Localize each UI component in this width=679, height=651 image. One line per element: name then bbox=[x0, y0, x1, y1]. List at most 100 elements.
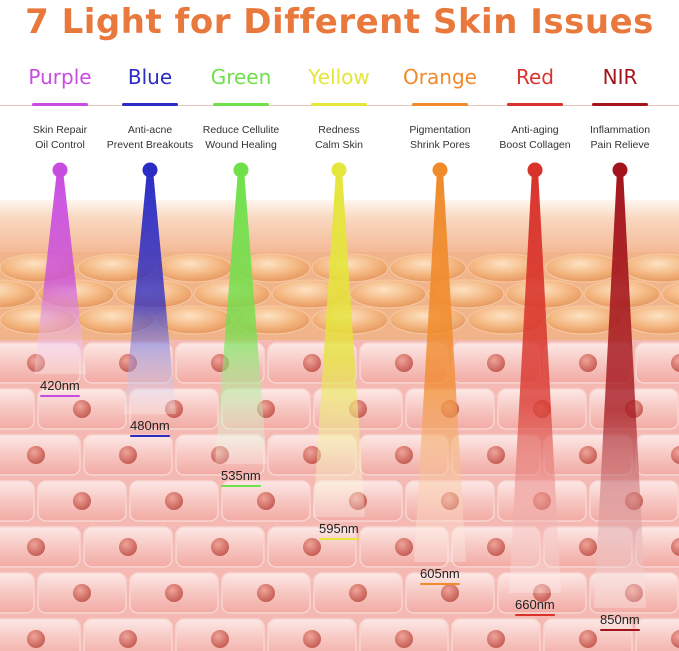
light-source-dot bbox=[142, 162, 158, 178]
dermis-cell bbox=[635, 618, 679, 651]
fat-cell bbox=[661, 281, 679, 307]
cell-nucleus bbox=[487, 446, 505, 464]
benefit-text: Redness bbox=[318, 124, 360, 136]
cell-nucleus bbox=[257, 492, 275, 510]
cell-nucleus bbox=[579, 354, 597, 372]
benefit-text: Calm Skin bbox=[315, 139, 363, 151]
fat-cell bbox=[349, 279, 427, 309]
wavelength-label: 535nm bbox=[221, 468, 261, 483]
cell-nucleus bbox=[73, 584, 91, 602]
cell-nucleus bbox=[303, 446, 321, 464]
cell-nucleus bbox=[487, 354, 505, 372]
light-name: Blue bbox=[127, 65, 173, 89]
cell-nucleus bbox=[73, 492, 91, 510]
benefit-text: Anti-acne bbox=[127, 124, 173, 136]
light-name: Orange bbox=[403, 65, 477, 89]
benefit-text: Boost Collagen bbox=[499, 139, 571, 151]
fat-cell bbox=[389, 253, 467, 283]
cell-nucleus bbox=[671, 446, 679, 464]
cell-nucleus bbox=[165, 584, 183, 602]
fat-cell bbox=[467, 253, 545, 283]
fat-cell bbox=[0, 279, 37, 309]
cell-nucleus bbox=[27, 630, 45, 648]
light-source-dot bbox=[331, 162, 347, 178]
cell-nucleus bbox=[27, 538, 45, 556]
cell-nucleus bbox=[579, 630, 597, 648]
light-beam bbox=[215, 170, 267, 464]
wavelength-underline bbox=[515, 614, 555, 616]
light-benefits: Skin Repair Oil Control bbox=[10, 123, 110, 153]
cell-nucleus bbox=[395, 538, 413, 556]
wavelength-underline bbox=[40, 395, 80, 397]
cell-nucleus bbox=[211, 630, 229, 648]
light-color-underline bbox=[32, 103, 88, 106]
light-benefits: Pigmentation Shrink Pores bbox=[390, 123, 490, 153]
cell-nucleus bbox=[27, 446, 45, 464]
wavelength-underline bbox=[420, 583, 460, 585]
dermis-cell bbox=[0, 480, 35, 522]
light-source-dot bbox=[527, 162, 543, 178]
light-benefits: Redness Calm Skin bbox=[289, 123, 389, 153]
benefit-text: Prevent Breakouts bbox=[106, 139, 194, 151]
cell-nucleus bbox=[671, 354, 679, 372]
light-benefits: Reduce Cellulite Wound Healing bbox=[191, 123, 291, 153]
light-name: Red bbox=[516, 65, 554, 89]
wavelength-label: 480nm bbox=[130, 418, 170, 433]
light-color-underline bbox=[507, 103, 563, 106]
cell-nucleus bbox=[211, 538, 229, 556]
light-name: Purple bbox=[28, 65, 92, 89]
benefit-text: Oil Control bbox=[35, 139, 85, 151]
wavelength-underline bbox=[600, 629, 640, 631]
benefit-text: Pigmentation bbox=[409, 124, 471, 136]
benefit-text: Skin Repair bbox=[32, 124, 88, 136]
light-name: NIR bbox=[602, 65, 638, 89]
wavelength-underline bbox=[221, 485, 261, 487]
light-source-dot bbox=[612, 162, 628, 178]
cell-nucleus bbox=[349, 584, 367, 602]
light-beam bbox=[124, 170, 176, 414]
light-beam bbox=[34, 170, 86, 374]
light-color-underline bbox=[412, 103, 468, 106]
cell-nucleus bbox=[303, 538, 321, 556]
cell-nucleus bbox=[73, 400, 91, 418]
light-color-underline bbox=[122, 103, 178, 106]
cell-nucleus bbox=[165, 492, 183, 510]
cell-nucleus bbox=[395, 354, 413, 372]
dermis-cell bbox=[0, 572, 35, 614]
wavelength-label: 850nm bbox=[600, 612, 640, 627]
cell-nucleus bbox=[579, 538, 597, 556]
light-source-dot bbox=[233, 162, 249, 178]
page-title: 7 Light for Different Skin Issues bbox=[25, 2, 654, 42]
wavelength-underline bbox=[130, 435, 170, 437]
wavelength-label: 595nm bbox=[319, 521, 359, 536]
benefit-text: Wound Healing bbox=[205, 139, 277, 151]
cell-nucleus bbox=[119, 630, 137, 648]
benefit-text: Anti-aging bbox=[511, 124, 559, 136]
cell-nucleus bbox=[487, 630, 505, 648]
cell-nucleus bbox=[303, 354, 321, 372]
light-beam bbox=[509, 170, 561, 593]
light-name: Green bbox=[210, 65, 272, 89]
light-benefits: Inflammation Pain Relieve bbox=[570, 123, 670, 153]
cell-nucleus bbox=[487, 538, 505, 556]
benefit-text: Pain Relieve bbox=[590, 139, 650, 151]
wavelength-label: 420nm bbox=[40, 378, 80, 393]
benefit-text: Inflammation bbox=[589, 124, 651, 136]
light-color-underline bbox=[311, 103, 367, 106]
light-source-dot bbox=[52, 162, 68, 178]
cell-nucleus bbox=[441, 584, 459, 602]
cell-nucleus bbox=[671, 630, 679, 648]
wavelength-underline bbox=[319, 538, 359, 540]
fat-cell bbox=[545, 253, 623, 283]
benefit-text: Shrink Pores bbox=[409, 139, 471, 151]
dermis-cell bbox=[635, 342, 679, 384]
light-beam bbox=[414, 170, 466, 562]
benefit-text: Reduce Cellulite bbox=[202, 124, 280, 136]
light-color-underline bbox=[592, 103, 648, 106]
light-name: Yellow bbox=[308, 65, 370, 89]
cell-nucleus bbox=[303, 630, 321, 648]
cell-nucleus bbox=[671, 538, 679, 556]
cell-nucleus bbox=[579, 446, 597, 464]
wavelength-label: 605nm bbox=[420, 566, 460, 581]
